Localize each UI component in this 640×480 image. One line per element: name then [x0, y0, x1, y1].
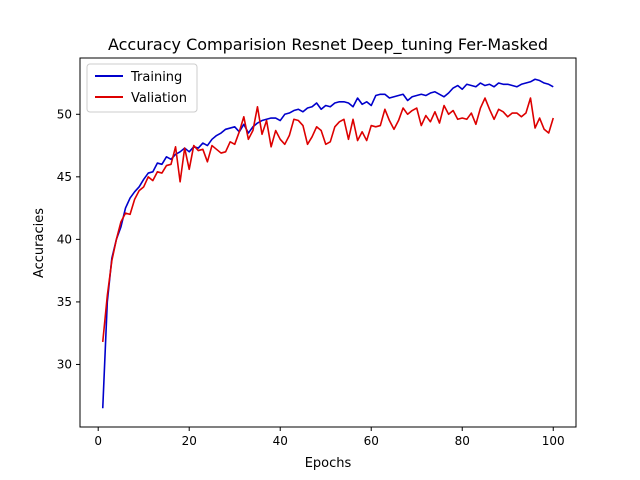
x-tick-label: 40 — [273, 434, 288, 448]
chart-title: Accuracy Comparision Resnet Deep_tuning … — [108, 35, 548, 55]
x-axis-label: Epochs — [305, 456, 352, 471]
y-tick-label: 35 — [57, 295, 72, 309]
y-tick-label: 50 — [57, 107, 72, 121]
ticks-layer: 0 20 40 60 80 100 30 35 40 45 50 — [57, 107, 565, 448]
series-line-valiation — [101, 97, 555, 343]
plot-frame — [79, 57, 577, 428]
x-tick-label: 20 — [182, 434, 197, 448]
x-tick-label: 100 — [542, 434, 565, 448]
x-tick-label: 80 — [455, 434, 470, 448]
y-tick-label: 45 — [57, 170, 72, 184]
x-tick-label: 0 — [94, 434, 102, 448]
y-tick-label: 30 — [57, 357, 72, 371]
legend-label-valiation: Valiation — [131, 91, 187, 106]
series-line-training — [101, 78, 554, 409]
x-tick-label: 60 — [364, 434, 379, 448]
y-axis-label: Accuracies — [32, 208, 47, 278]
series-layer — [101, 78, 555, 409]
y-tick-label: 40 — [57, 232, 72, 246]
legend: Training Valiation — [86, 63, 198, 113]
legend-label-training: Training — [130, 70, 182, 85]
